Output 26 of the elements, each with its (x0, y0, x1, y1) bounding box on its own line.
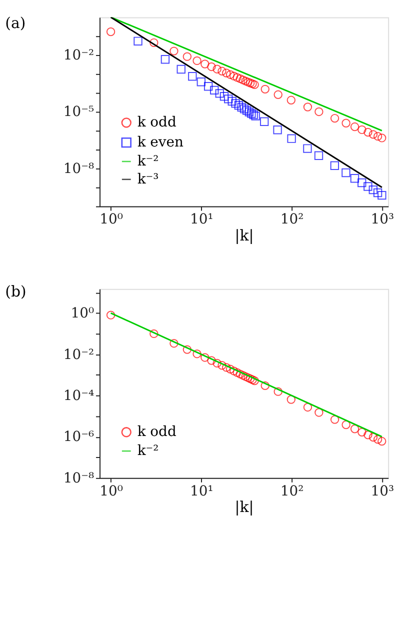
x-tick-label: 10¹ (190, 212, 214, 228)
legend-label: k⁻² (137, 153, 159, 170)
x-axis-title: |k| (234, 226, 254, 245)
y-tick-label: 10⁰ (70, 306, 94, 322)
y-tick-label: 10⁻² (63, 346, 94, 363)
y-tick-label: 10⁻⁸ (63, 160, 94, 177)
legend-label: k⁻³ (137, 171, 159, 188)
y-tick-label: 10⁻⁶ (63, 429, 94, 446)
chart-title: (a) (5, 14, 26, 32)
x-tick-label: 10³ (370, 483, 394, 500)
y-tick-label: 10⁻² (63, 47, 94, 64)
chart-title: (b) (5, 282, 26, 300)
y-tick-label: 10⁻⁵ (63, 104, 94, 120)
x-tick-label: 10⁰ (100, 212, 124, 228)
legend-label: k odd (137, 424, 176, 440)
legend-label: k⁻² (137, 443, 159, 460)
x-tick-label: 10³ (370, 212, 394, 228)
x-tick-label: 10² (280, 483, 304, 500)
x-tick-label: 10⁰ (100, 483, 124, 500)
y-tick-label: 10⁻⁸ (63, 470, 94, 486)
legend-label: k even (137, 134, 184, 151)
y-tick-label: 10⁻⁴ (63, 388, 94, 404)
legend-label: k odd (137, 114, 176, 131)
x-axis-title: |k| (234, 498, 254, 516)
x-tick-label: 10² (280, 212, 304, 228)
x-tick-label: 10¹ (190, 483, 214, 500)
